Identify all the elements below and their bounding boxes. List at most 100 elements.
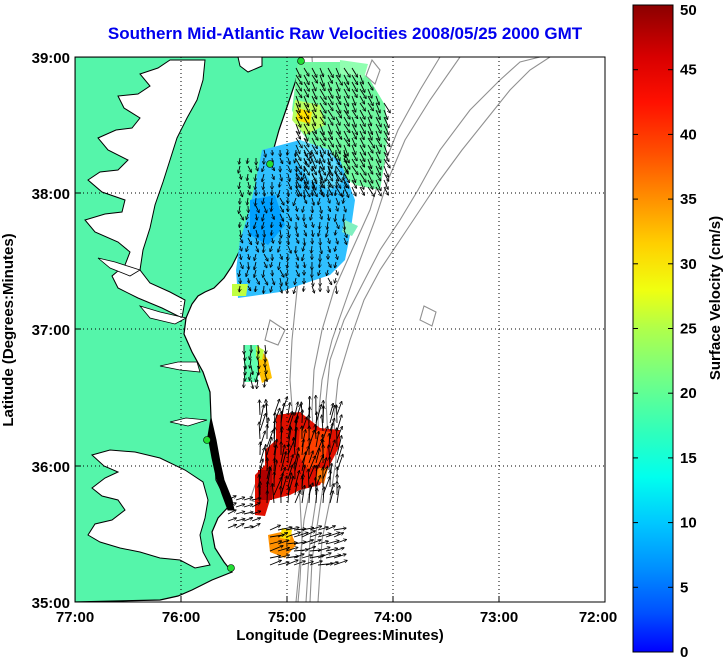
colorbar-tick-label: 15 (680, 450, 697, 467)
velocity-arrow (269, 541, 282, 545)
velocity-arrow (303, 137, 309, 147)
velocity-arrow (303, 95, 308, 107)
velocity-arrow (343, 67, 350, 77)
x-axis-label: Longitude (Degrees:Minutes) (236, 627, 444, 644)
velocity-arrow (296, 245, 297, 253)
velocity-arrow (309, 561, 322, 566)
velocity-arrow (295, 102, 300, 113)
velocity-arrow (335, 88, 340, 99)
velocity-arrow (263, 277, 268, 285)
velocity-arrow (351, 151, 357, 161)
velocity-arrow (254, 261, 256, 270)
velocity-arrow (280, 229, 281, 238)
velocity-arrow (328, 165, 330, 174)
x-tick-label: 75:00 (268, 609, 306, 626)
velocity-arrow (344, 157, 347, 163)
velocity-arrow (335, 157, 339, 165)
velocity-arrow (302, 253, 304, 261)
velocity-arrow (367, 165, 373, 174)
velocity-arrow (272, 213, 274, 219)
velocity-arrow (295, 123, 300, 134)
velocity-arrow (335, 130, 342, 139)
velocity-arrow (239, 269, 240, 276)
velocity-arrow (375, 158, 381, 169)
velocity-arrow (327, 95, 333, 105)
velocity-arrow (243, 504, 253, 508)
velocity-arrow (280, 445, 285, 464)
velocity-arrow (309, 533, 322, 538)
velocity-arrow (288, 189, 289, 196)
velocity-arrow (309, 555, 324, 559)
velocity-arrow (335, 67, 340, 77)
velocity-arrow (280, 285, 282, 293)
velocity-arrow (262, 213, 264, 221)
velocity-arrow (264, 189, 265, 196)
colorbar-tick-label: 35 (680, 191, 697, 208)
velocity-arrow (246, 269, 248, 276)
velocity-arrow (227, 503, 236, 508)
velocity-arrow (251, 518, 260, 522)
velocity-arrow (335, 102, 341, 113)
velocity-arrow (265, 365, 266, 373)
velocity-arrow (337, 405, 338, 424)
velocity-arrow (255, 205, 259, 212)
velocity-arrow (317, 527, 328, 531)
velocity-arrow (295, 130, 301, 139)
velocity-arrow (351, 74, 358, 85)
velocity-arrow (311, 165, 316, 175)
velocity-arrow (287, 403, 290, 416)
velocity-arrow (263, 269, 264, 277)
velocity-arrow (259, 400, 260, 416)
velocity-arrow (263, 205, 267, 213)
colorbar-label: Surface Velocity (cm/s) (707, 216, 724, 380)
velocity-arrow (293, 533, 308, 538)
velocity-arrow (335, 213, 336, 221)
velocity-arrow (296, 261, 298, 268)
velocity-arrow (240, 229, 241, 237)
velocity-arrow (294, 285, 297, 293)
velocity-arrow (343, 186, 349, 197)
velocity-arrow (367, 102, 373, 111)
velocity-arrow (315, 475, 321, 488)
colorbar-tick-label: 50 (680, 2, 697, 19)
velocity-arrow (295, 116, 301, 127)
velocity-arrow (301, 439, 304, 456)
velocity-arrow (303, 102, 309, 113)
velocity-arrow (251, 498, 261, 500)
velocity-arrow (383, 123, 389, 135)
velocity-arrow (359, 95, 365, 104)
y-tick-label: 38:00 (32, 186, 70, 203)
velocity-arrow (319, 137, 325, 146)
velocity-arrow (343, 165, 348, 172)
velocity-arrow (277, 548, 289, 552)
velocity-arrow (319, 130, 326, 140)
velocity-arrow (254, 269, 256, 277)
velocity-arrow (328, 237, 330, 243)
velocity-arrow (304, 221, 306, 227)
velocity-arrow (319, 109, 325, 118)
velocity-arrow (359, 74, 363, 84)
velocity-arrow (312, 197, 314, 205)
velocity-arrow (277, 555, 289, 559)
colorbar-tick-label: 0 (680, 644, 688, 659)
velocity-arrow (319, 102, 326, 113)
velocity-arrow (359, 102, 365, 111)
velocity-arrow (319, 67, 323, 77)
velocity-arrow (278, 189, 281, 197)
velocity-arrow (263, 261, 267, 268)
velocity-arrow (335, 165, 342, 175)
velocity-arrow (375, 172, 381, 181)
velocity-arrow (269, 556, 281, 559)
velocity-arrow (309, 540, 321, 545)
velocity-arrow (304, 229, 306, 236)
y-tick-label: 36:00 (32, 459, 70, 476)
velocity-arrow (296, 229, 298, 237)
velocity-arrow (271, 229, 272, 235)
velocity-arrow (333, 554, 346, 559)
velocity-arrow (323, 406, 324, 424)
velocity-arrow (336, 486, 340, 504)
velocity-arrow (243, 512, 253, 515)
station-marker (266, 160, 274, 168)
velocity-arrow (359, 130, 364, 140)
velocity-arrow (295, 179, 301, 188)
